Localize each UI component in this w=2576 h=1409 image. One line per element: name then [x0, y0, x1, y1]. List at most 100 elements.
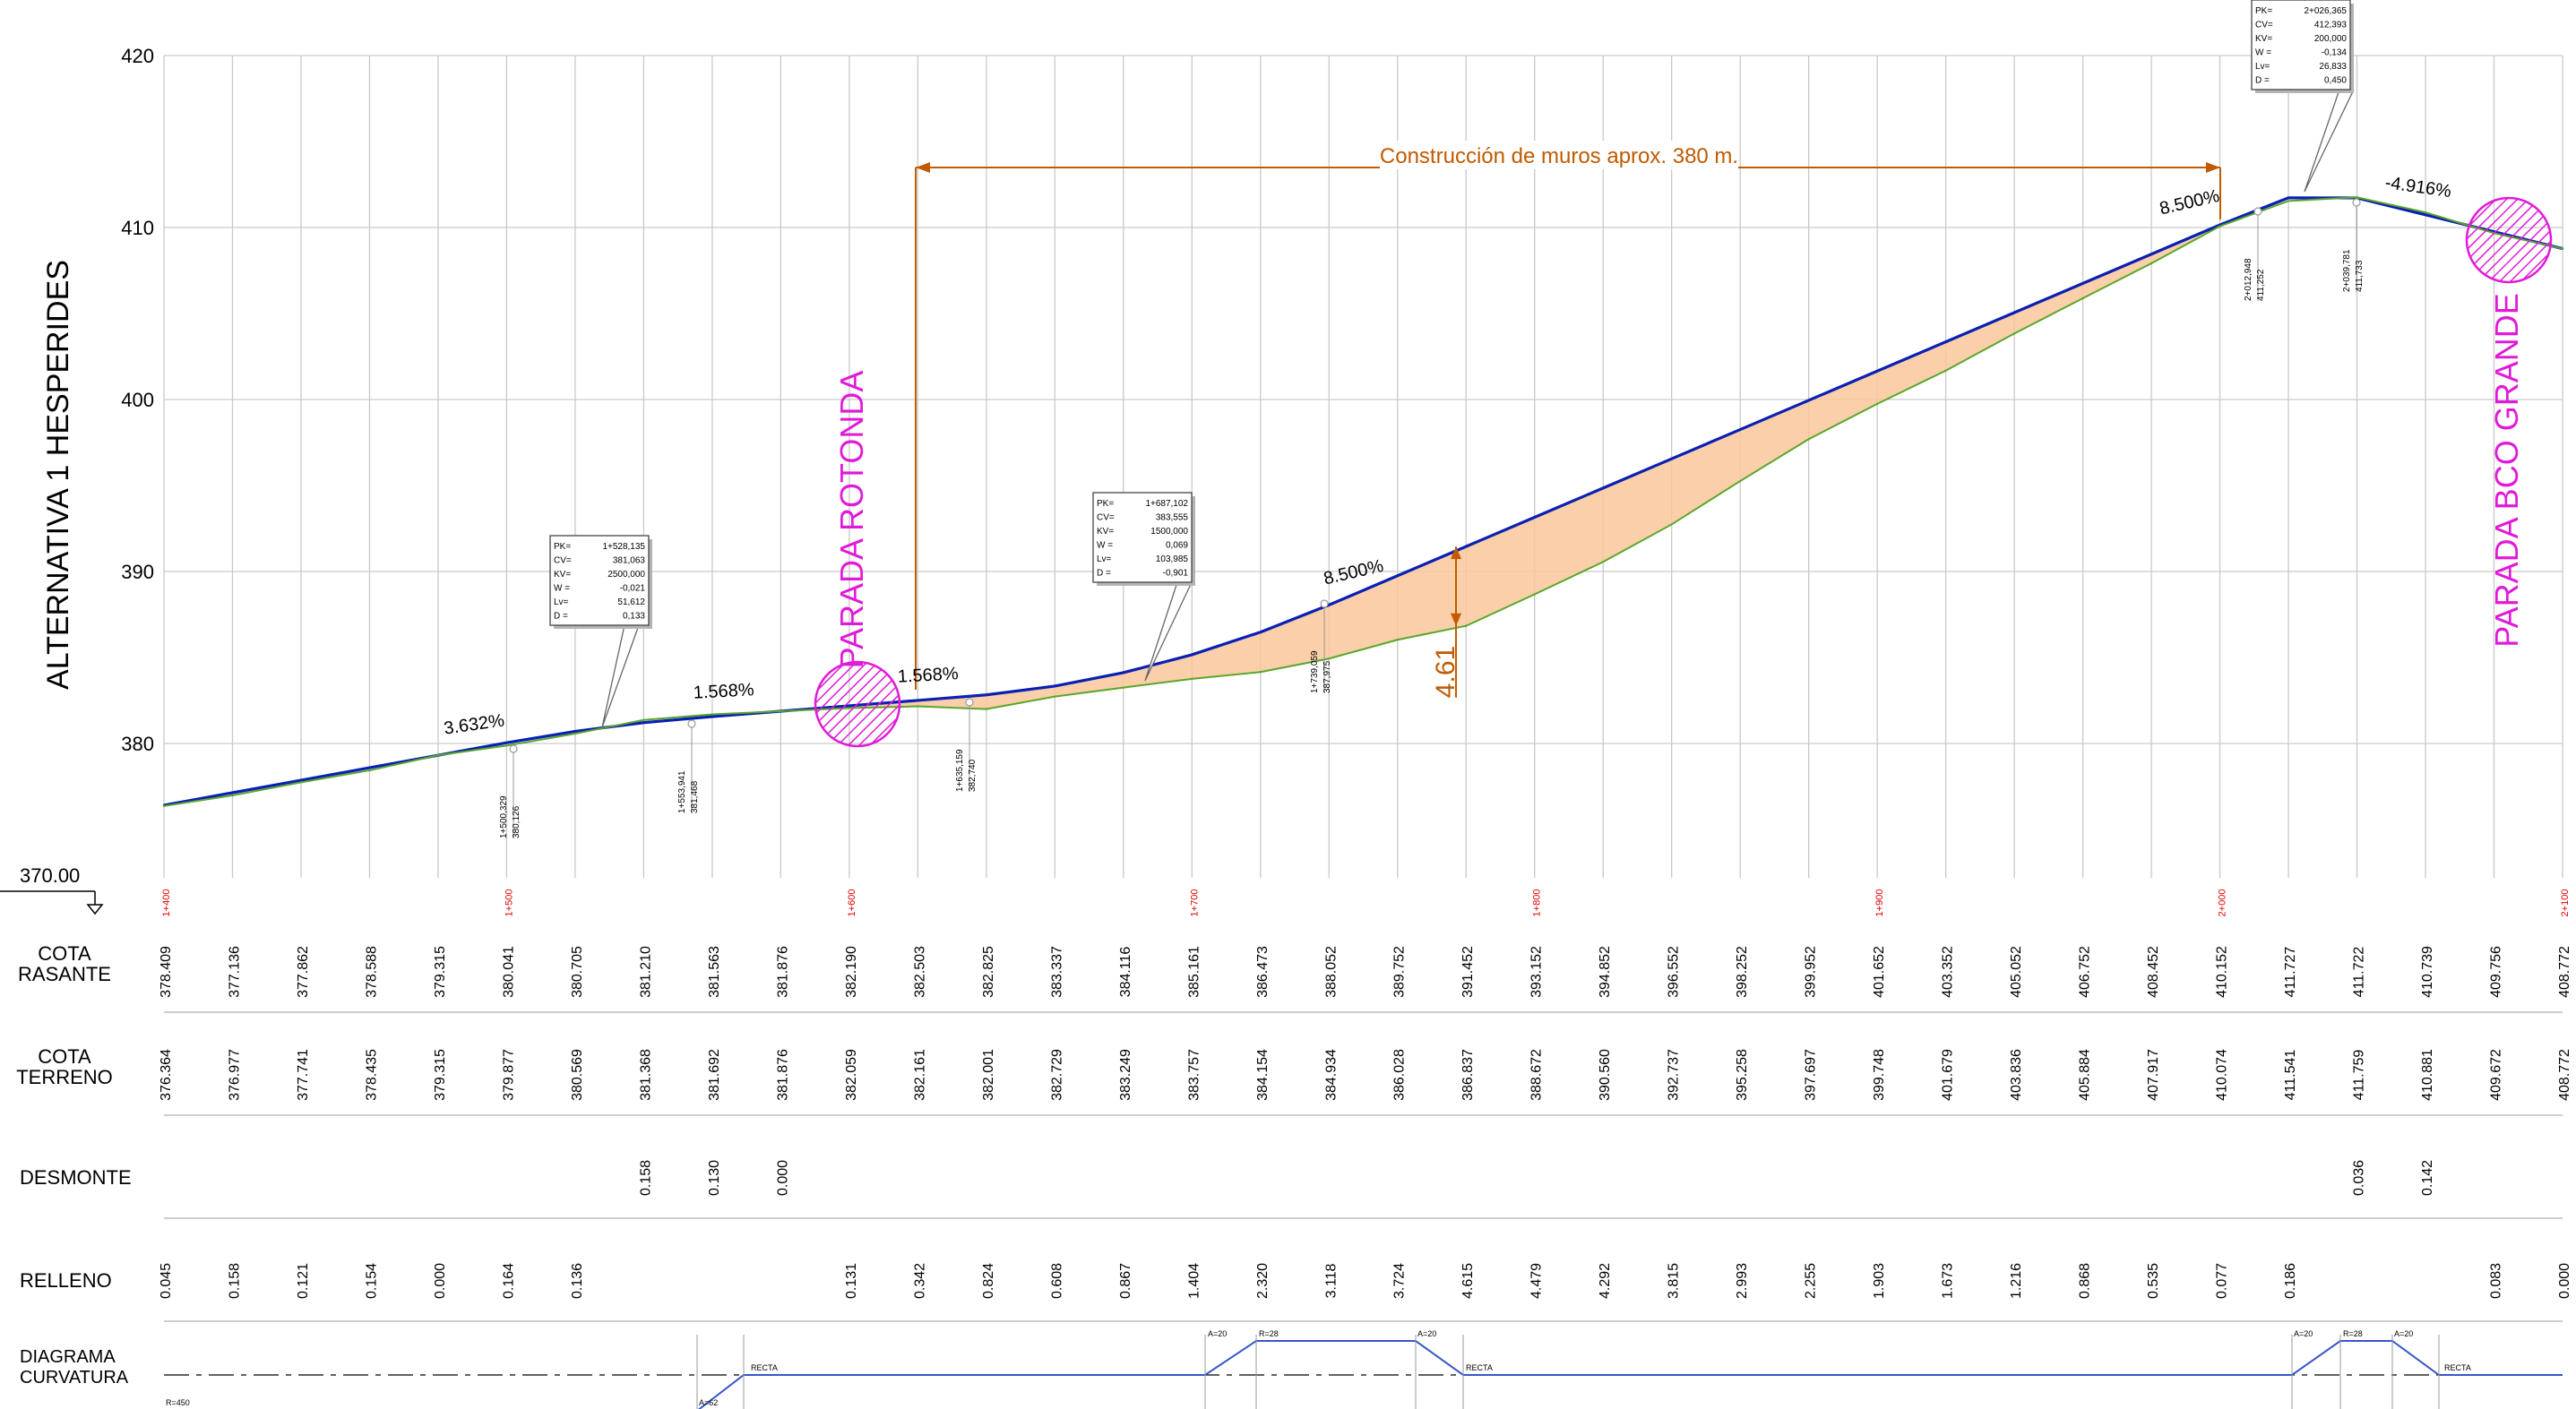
table-cell-relleno: 0.000 — [2557, 1263, 2572, 1299]
curvature-label: A=20 — [2394, 1329, 2413, 1338]
rasante-point — [1259, 631, 1262, 633]
table-cell-rasante: 409.756 — [2489, 946, 2504, 998]
vertex-label: 1+739,059 387,975 — [1310, 650, 1332, 693]
table-cell-rasante: 386.473 — [1255, 946, 1271, 998]
terreno-point — [1396, 639, 1399, 641]
rasante-point — [2081, 282, 2084, 285]
terreno-point — [2081, 296, 2084, 300]
vertex-station: 2+039,781 — [2342, 249, 2352, 292]
curve-box-key: W = — [554, 584, 570, 594]
stop-bco-grande-marker — [2465, 196, 2553, 284]
curve-box-value: 1+528,135 — [602, 542, 645, 552]
table-cell-rasante: 394.852 — [1598, 946, 1613, 998]
chainage-label: 2+100 — [2560, 889, 2571, 917]
rasante-point — [1533, 516, 1536, 519]
chainage-label: 1+800 — [1532, 889, 1543, 917]
table-cell-terreno: 401.679 — [1941, 1049, 1956, 1101]
curve-box-pointer — [1144, 581, 1193, 682]
table-cell-rasante: 399.952 — [1804, 946, 1819, 998]
vertex-elevation: 411,733 — [2355, 260, 2365, 292]
terreno-point — [2012, 332, 2016, 335]
datum-symbol — [86, 904, 104, 915]
curve-box-frame — [2251, 0, 2351, 90]
curve-box-value: -0,901 — [1163, 569, 1189, 579]
table-cell-relleno: 0.868 — [2078, 1263, 2093, 1299]
table-cell-terreno: 382.001 — [981, 1049, 996, 1101]
stop-hatch — [857, 704, 900, 747]
table-cell-rasante: 380.705 — [570, 946, 585, 998]
table-cell-terreno: 388.672 — [1529, 1049, 1545, 1101]
curvature-label: RECTA — [1466, 1363, 1493, 1372]
table-cell-terreno: 382.729 — [1049, 1049, 1064, 1101]
table-header-relleno: RELLENO — [20, 1269, 112, 1292]
table-cell-rasante: 382.190 — [844, 946, 859, 998]
curve-box-key: W = — [1097, 541, 1113, 551]
stop-hatch — [827, 674, 888, 735]
table-cell-terreno: 407.917 — [2146, 1049, 2161, 1101]
table-cell-rasante: 377.862 — [296, 946, 311, 998]
table-cell-rasante: 398.252 — [1735, 946, 1750, 998]
rasante-point — [1191, 653, 1193, 657]
rasante-point — [642, 721, 645, 724]
table-cell-rasante: 410.739 — [2420, 946, 2435, 998]
stop-hatch — [2473, 204, 2534, 265]
chart-grid — [163, 55, 2563, 878]
stop-hatch — [848, 694, 900, 746]
height-arrow-top — [1451, 546, 1461, 560]
table-cell-relleno: 0.000 — [433, 1263, 448, 1299]
y-tick-label: 410 — [121, 217, 154, 239]
table-cell-terreno: 381.876 — [775, 1049, 790, 1101]
curvature-label: A=20 — [2294, 1329, 2313, 1338]
table-cell-rasante: 389.752 — [1392, 946, 1408, 998]
curvature-label: A=20 — [1208, 1329, 1227, 1338]
curve-box-frame — [1092, 492, 1193, 583]
curve-info-box: PK= 1+687,102 CV= 383,555 KV= 1500,000 W = 0,06… — [1092, 492, 1195, 682]
curve-box-key: KV= — [1097, 527, 1114, 537]
rasante-point — [1738, 428, 1742, 431]
rasante-point — [505, 742, 508, 744]
table-cell-terreno: 376.977 — [227, 1049, 242, 1101]
chainage-label: 1+900 — [1874, 889, 1885, 917]
table-cell-relleno: 0.535 — [2146, 1263, 2161, 1299]
table-cell-relleno: 1.903 — [1872, 1263, 1887, 1299]
profile-lines — [162, 196, 2564, 808]
table-cell-rasante: 408.452 — [2146, 946, 2161, 998]
table-cell-rasante: 381.876 — [775, 946, 790, 998]
table-cell-rasante: 393.152 — [1529, 946, 1545, 998]
table-cell-rasante: 378.409 — [159, 946, 174, 998]
y-tick-label: 420 — [121, 45, 154, 67]
curve-box-value: 0,450 — [2324, 76, 2347, 86]
table-cell-relleno: 1.404 — [1186, 1263, 1202, 1299]
terreno-point — [1602, 561, 1605, 563]
curve-box-key: KV= — [554, 570, 571, 580]
terreno-point — [1054, 695, 1056, 698]
rasante-point — [368, 766, 371, 769]
stop-hatch — [871, 717, 898, 744]
table-cell-relleno: 0.083 — [2489, 1263, 2504, 1299]
table-header-rasante: COTA — [38, 942, 91, 965]
profile-title: ALTERNATIVA 1 HESPERIDES — [41, 260, 75, 690]
rasante-point — [1670, 458, 1673, 460]
terreno-point — [1738, 479, 1742, 483]
curve-box-key: PK= — [2255, 6, 2272, 16]
table-cell-rasante: 396.552 — [1667, 946, 1682, 998]
table-cell-relleno: 1.673 — [1941, 1263, 1956, 1299]
wall-arrow-right — [2206, 162, 2220, 173]
table-cell-terreno: 405.884 — [2078, 1049, 2093, 1101]
wall-arrow-left — [916, 162, 930, 173]
height-arrow-bottom — [1451, 613, 1461, 626]
curve-box-key: PK= — [1097, 499, 1114, 509]
terreno-point — [985, 708, 988, 710]
stop-hatch — [817, 664, 844, 691]
table-cell-relleno: 3.118 — [1323, 1263, 1339, 1298]
grade-label: -4.916% — [2383, 173, 2452, 202]
vertex-marker — [2253, 207, 2262, 216]
table-cell-rasante: 406.752 — [2078, 946, 2093, 998]
table-cell-relleno: 0.131 — [844, 1263, 859, 1299]
terreno-point — [1533, 593, 1536, 596]
stop-label-rotonda: PARADA ROTONDA — [833, 371, 870, 669]
stop-label-bco-grande: PARADA BCO GRANDE — [2488, 293, 2525, 647]
vertex-marker — [965, 698, 974, 707]
vertex-station: 1+553,941 — [677, 770, 687, 813]
